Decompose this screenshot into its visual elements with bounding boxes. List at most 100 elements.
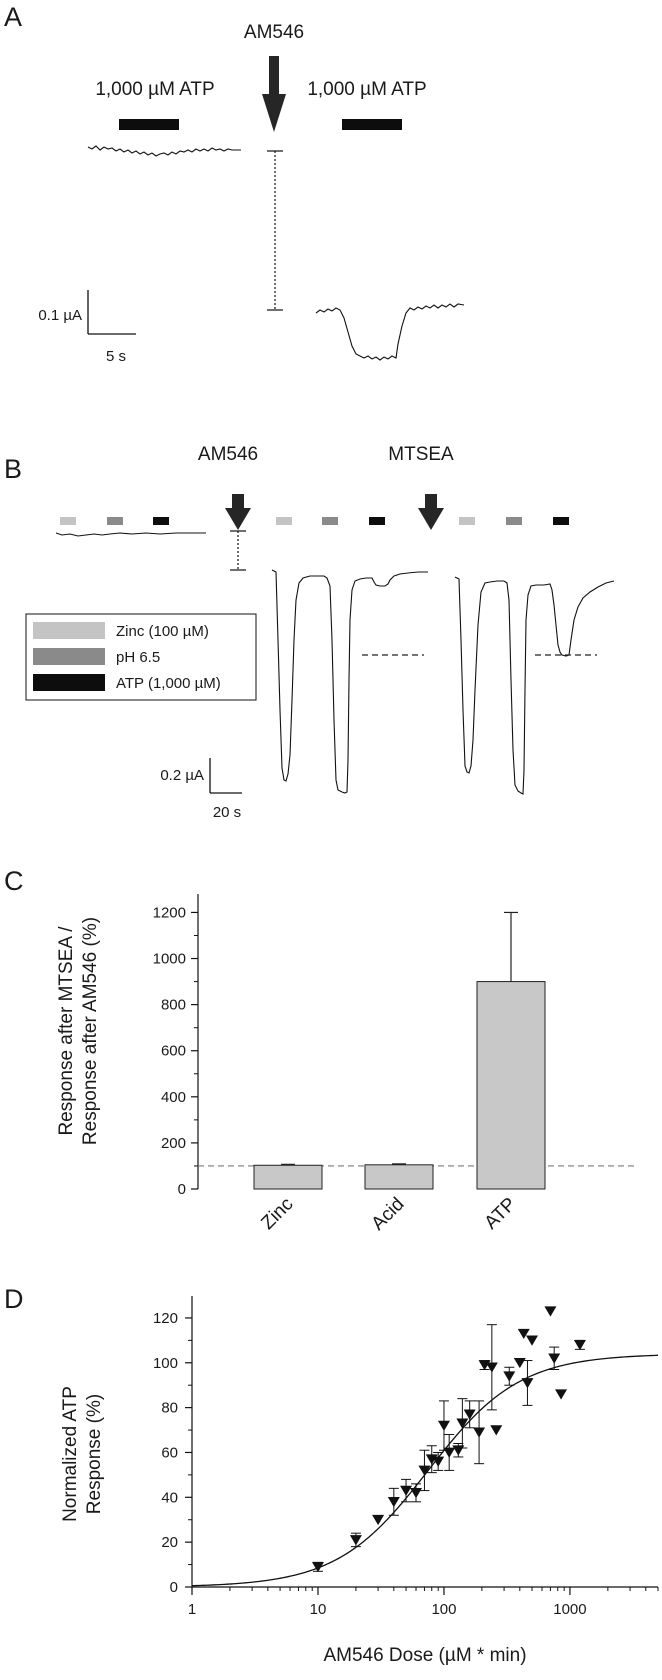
y-tick-label: 1000 (153, 951, 186, 968)
data-point (387, 1496, 400, 1508)
data-point (473, 1427, 486, 1438)
y-tick-label: 40 (161, 1489, 178, 1506)
y-tick-label: 0 (170, 1579, 178, 1596)
panel-b-scale-bar (209, 758, 242, 794)
panel-a: A AM546 1,000 µM ATP 1,000 µM ATP 0.1 µA… (4, 2, 465, 365)
panel-b-scale-y-label: 0.2 µA (160, 767, 204, 784)
data-point (463, 1409, 476, 1420)
panel-b-legend: Zinc (100 µM) pH 6.5 ATP (1,000 µM) (25, 613, 257, 701)
data-point (548, 1353, 561, 1364)
y-tick-label: 1200 (153, 904, 186, 921)
y-tick-label: 0 (178, 1181, 186, 1198)
data-point (349, 1535, 362, 1546)
error-bar (281, 1163, 295, 1166)
panel-c: C Response after MTSEA / Response after … (4, 866, 636, 1235)
panel-b-scale-x-label: 20 s (213, 804, 241, 821)
x-tick-label: 1 (188, 1601, 196, 1618)
panel-b-arrow-mtsea (418, 494, 444, 530)
panel-b-arrow-am546 (225, 494, 251, 530)
legend-label-zinc: Zinc (100 µM) (116, 623, 209, 640)
x-tick-label: 100 (431, 1601, 456, 1618)
panel-c-y-ticks: 0 200 400 600 800 1000 1200 (153, 904, 198, 1198)
panel-b-trace-after-mtsea (454, 576, 615, 795)
panel-a-scale-x-label: 5 s (106, 348, 126, 365)
panel-d-points (311, 1306, 586, 1573)
x-category-label: Zinc (257, 1194, 297, 1234)
panel-c-letter: C (4, 866, 24, 896)
panel-d-x-ticks: 1 10 100 1000 (188, 1587, 659, 1618)
panel-a-left-bar-label: 1,000 µM ATP (95, 79, 214, 100)
data-point (400, 1485, 413, 1496)
panel-a-dotted-gap (267, 150, 283, 311)
data-point (521, 1378, 534, 1389)
data-point (443, 1447, 456, 1458)
panel-b-trace-before (55, 532, 206, 537)
panel-a-right-bar-label: 1,000 µM ATP (307, 79, 426, 100)
y-tick-label: 400 (161, 1089, 186, 1106)
x-category-label: Acid (368, 1194, 409, 1235)
error-bar (392, 1163, 406, 1165)
y-tick-label: 120 (153, 1310, 178, 1327)
x-tick-label: 1000 (553, 1601, 586, 1618)
panel-c-ylabel-line2: Response after AM546 (%) (80, 917, 101, 1145)
data-point (573, 1340, 586, 1351)
legend-swatch-zinc (33, 622, 105, 639)
y-tick-label: 100 (153, 1355, 178, 1372)
data-point (410, 1488, 423, 1499)
data-point (311, 1562, 324, 1573)
y-tick-label: 200 (161, 1135, 186, 1152)
panel-c-x-labels: Zinc Acid ATP (257, 1194, 520, 1235)
legend-swatch-ph (33, 648, 105, 665)
bar (476, 981, 546, 1190)
data-point (372, 1514, 385, 1526)
panel-a-left-stim-bar (119, 119, 179, 130)
panel-d: D Normalized ATP Response (%) 0 20 40 60 80 1… (4, 1284, 659, 1666)
data-point (555, 1389, 568, 1400)
y-tick-label: 60 (161, 1444, 178, 1461)
y-tick-label: 20 (161, 1534, 178, 1551)
panel-a-trace-before (87, 145, 241, 157)
y-tick-label: 80 (161, 1400, 178, 1417)
data-point (517, 1328, 530, 1340)
panel-a-right-stim-bar (342, 119, 402, 130)
panel-a-arrow (262, 56, 286, 132)
legend-swatch-atp (33, 674, 105, 691)
panel-d-ylabel-line1: Normalized ATP (60, 1386, 81, 1522)
data-point (456, 1418, 469, 1429)
panel-a-trace-after (315, 303, 465, 361)
panel-b-arrow2-label: MTSEA (388, 444, 454, 465)
panel-c-ylabel-line1: Response after MTSEA / (56, 926, 77, 1136)
panel-b: B AM546 MTSEA (4, 444, 615, 821)
panel-d-letter: D (4, 1284, 24, 1314)
panel-b-arrow1-label: AM546 (198, 444, 258, 465)
panel-d-ylabel-line2: Response (%) (84, 1394, 105, 1514)
error-bar (504, 911, 518, 982)
legend-label-ph: pH 6.5 (116, 649, 160, 666)
panel-a-arrow-label: AM546 (244, 22, 304, 43)
data-point (503, 1371, 516, 1382)
data-point (418, 1465, 431, 1476)
y-tick-label: 600 (161, 1043, 186, 1060)
data-point (485, 1362, 498, 1373)
x-category-label: ATP (481, 1194, 521, 1234)
bar (364, 1164, 434, 1190)
data-point (513, 1357, 526, 1369)
data-point (437, 1420, 450, 1431)
panel-c-bars (253, 911, 546, 1190)
panel-a-letter: A (4, 2, 22, 32)
panel-b-dotted-gap (230, 530, 246, 571)
y-tick-label: 800 (161, 997, 186, 1014)
panel-b-letter: B (4, 454, 22, 484)
panel-d-xlabel: AM546 Dose (µM * min) (323, 1645, 526, 1666)
legend-label-atp: ATP (1,000 µM) (116, 675, 221, 692)
data-point (432, 1456, 445, 1467)
panel-a-scale-bar (87, 290, 136, 335)
panel-a-scale-y-label: 0.1 µA (38, 307, 82, 324)
panel-b-stim-markers (60, 517, 569, 525)
panel-d-y-ticks: 0 20 40 60 80 100 120 (153, 1310, 192, 1596)
data-point (526, 1335, 539, 1346)
panel-b-trace-after-am546 (271, 569, 428, 794)
data-point (544, 1306, 557, 1317)
bar (253, 1164, 323, 1190)
